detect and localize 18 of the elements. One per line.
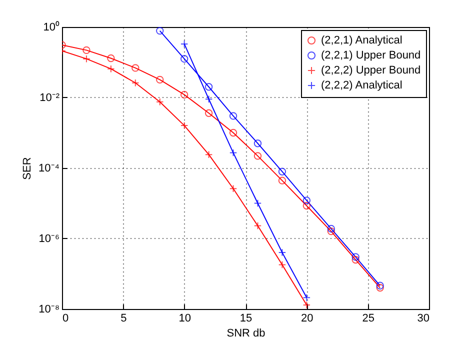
x-tick-label: 0 <box>62 312 69 324</box>
y-axis-title: SER <box>22 157 34 180</box>
x-tick-label: 10 <box>178 312 191 324</box>
y-tick-label: 10⁻⁴ <box>38 162 60 174</box>
x-axis-title: SNR db <box>226 328 266 340</box>
y-tick-label: 10⁻⁶ <box>38 233 60 245</box>
x-tick-label: 5 <box>120 312 127 324</box>
y-tick-label: 10⁻² <box>40 92 60 104</box>
x-tick-label: 15 <box>240 312 252 324</box>
y-tick-label: 10⁰ <box>43 20 60 34</box>
x-tick-label: 25 <box>362 312 374 324</box>
legend-label: (2,2,1) Upper Bound <box>321 50 421 62</box>
legend-label: (2,2,2) Analytical <box>321 80 402 92</box>
y-tick-label: 10⁻⁸ <box>38 304 60 316</box>
x-tick-label: 20 <box>301 312 314 324</box>
x-tick-label: 30 <box>417 312 430 324</box>
legend-label: (2,2,1) Analytical <box>321 34 402 46</box>
legend-label: (2,2,2) Upper Bound <box>321 64 421 76</box>
